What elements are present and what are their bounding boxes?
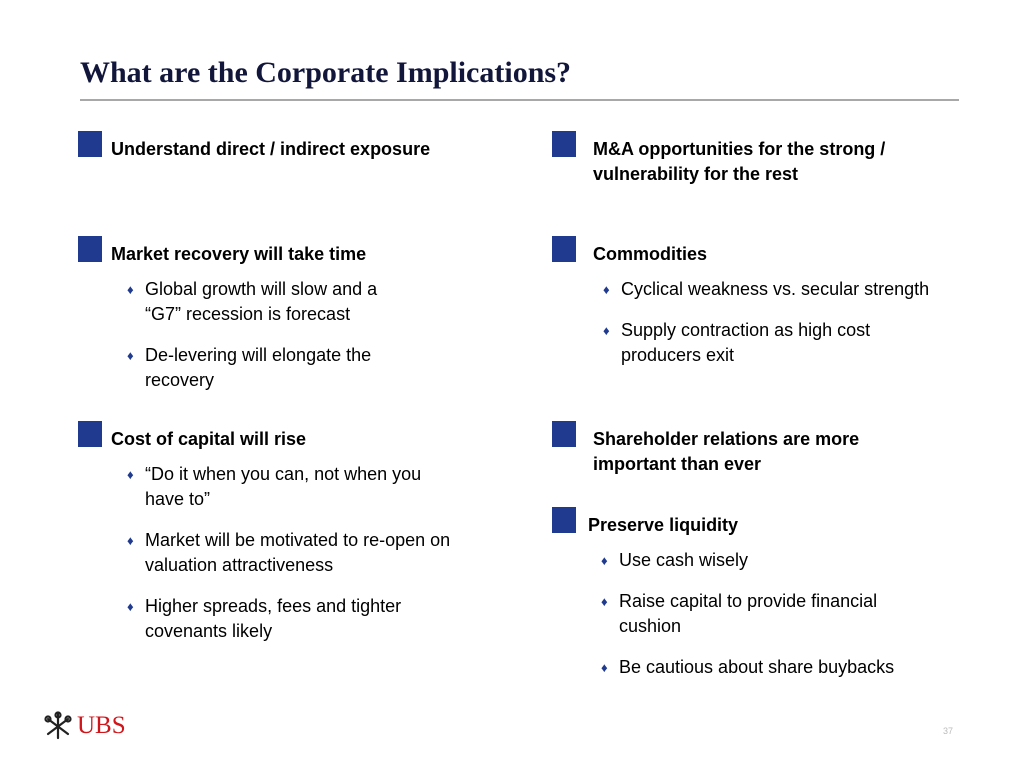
bullet-square [552, 131, 576, 157]
list-item: ♦ Supply contraction as high cost produce… [603, 320, 871, 365]
section-heading: M&A opportunities for the strong / vulne… [593, 139, 886, 184]
section-heading: Preserve liquidity [588, 515, 739, 535]
section-heading: Understand direct / indirect exposure [111, 139, 431, 159]
bullet-list: ♦ Cyclical weakness vs. secular strength … [603, 277, 983, 384]
diamond-icon: ♦ [601, 594, 608, 609]
ubs-logo: UBS [43, 710, 126, 740]
keys-icon [44, 711, 72, 740]
diamond-icon: ♦ [127, 599, 134, 614]
list-item: ♦ “Do it when you can, not when you have … [127, 464, 422, 509]
diamond-icon: ♦ [127, 533, 134, 548]
bullet-square [552, 421, 576, 447]
diamond-icon: ♦ [127, 467, 134, 482]
diamond-icon: ♦ [603, 282, 610, 297]
list-item: ♦ Be cautious about share buybacks [601, 655, 981, 680]
diamond-icon: ♦ [127, 282, 134, 297]
list-item: ♦ Cyclical weakness vs. secular strength [603, 277, 983, 302]
list-item: ♦ De-levering will elongate the recovery [127, 345, 372, 390]
bullet-square [552, 236, 576, 262]
list-item: ♦ Raise capital to provide financial cush… [601, 591, 878, 636]
list-item: ♦ Use cash wisely [601, 548, 981, 573]
page-number: 37 [943, 726, 954, 736]
list-item: ♦ Higher spreads, fees and tighter covena… [127, 596, 402, 641]
diamond-icon: ♦ [603, 323, 610, 338]
logo-text: UBS [77, 711, 126, 739]
section-heading: Market recovery will take time [111, 244, 367, 264]
list-item: ♦ Global growth will slow and a “G7” rece… [127, 279, 378, 324]
diamond-icon: ♦ [601, 660, 608, 675]
bullet-square [552, 507, 576, 533]
title-divider [80, 99, 959, 101]
bullet-list: ♦ “Do it when you can, not when you have … [127, 462, 507, 660]
section-heading: Shareholder relations are more important… [593, 429, 860, 474]
bullet-square [78, 421, 102, 447]
bullet-list: ♦ Global growth will slow and a “G7” rece… [127, 277, 417, 409]
bullet-square [78, 131, 102, 157]
diamond-icon: ♦ [127, 348, 134, 363]
bullet-square [78, 236, 102, 262]
section-heading: Cost of capital will rise [111, 429, 307, 449]
bullet-list: ♦ Use cash wisely ♦ Raise capital to provi… [601, 548, 981, 696]
diamond-icon: ♦ [601, 553, 608, 568]
slide-title: What are the Corporate Implications? [80, 56, 572, 89]
section-heading: Commodities [593, 244, 708, 264]
list-item: ♦ Market will be motivated to re-open on … [127, 530, 451, 575]
